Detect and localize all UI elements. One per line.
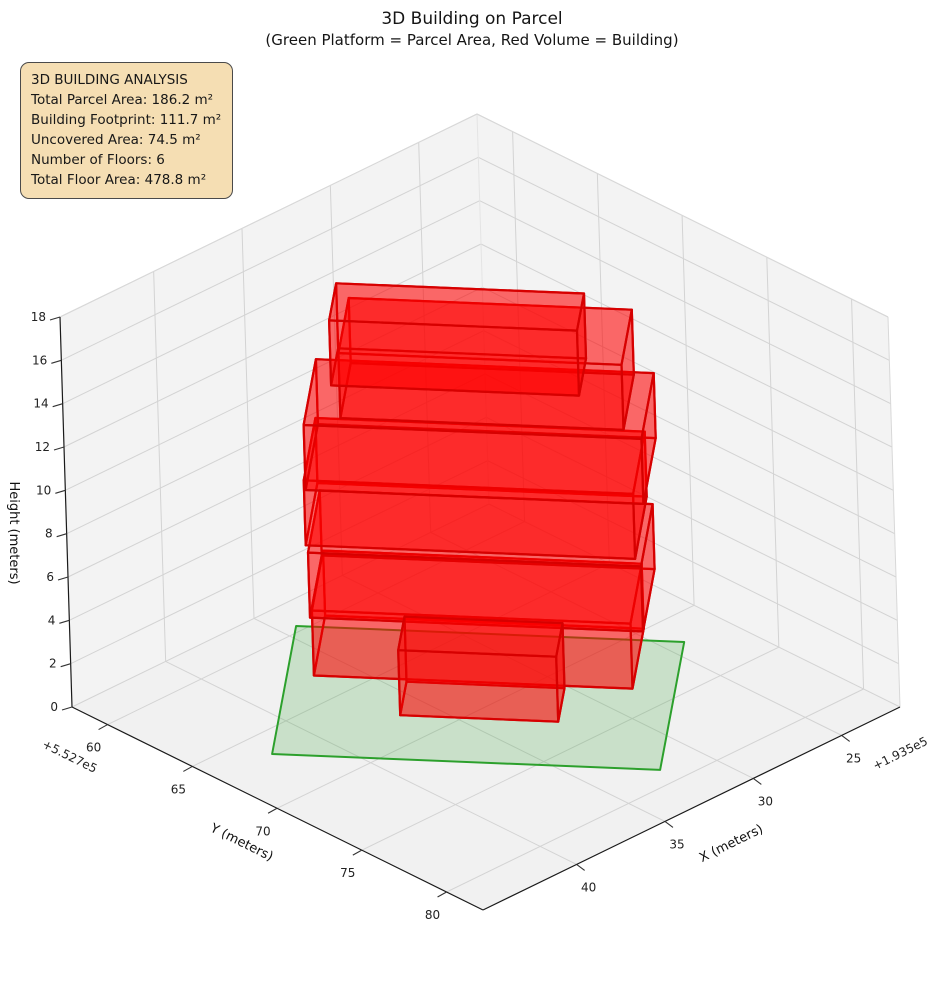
y-tick	[183, 765, 193, 772]
z-tick	[55, 489, 66, 494]
x-tick	[664, 820, 674, 828]
x-tick	[841, 734, 851, 742]
info-box-total-floor-area: Total Floor Area: 478.8 m²	[31, 172, 207, 188]
z-tick-label: 18	[31, 310, 46, 324]
z-tick	[52, 403, 63, 408]
building-floor-1-annex	[397, 615, 566, 723]
z-tick	[53, 446, 65, 451]
z-tick	[59, 619, 70, 624]
z-axis-label: Height (meters)	[6, 481, 21, 584]
z-tick-label: 6	[46, 570, 54, 584]
info-box-footprint: Building Footprint: 111.7 m²	[31, 112, 222, 128]
parcel-platform	[271, 625, 686, 771]
z-tick-label: 12	[35, 440, 50, 454]
y-tick	[267, 807, 278, 814]
y-tick-label: 80	[425, 908, 440, 922]
y-tick	[352, 849, 363, 856]
pane-edges	[59, 113, 901, 708]
building-volume	[302, 282, 657, 723]
z-tick	[60, 663, 71, 668]
info-box-parcel-area: Total Parcel Area: 186.2 m²	[31, 92, 214, 108]
y-tick-label: 70	[255, 824, 270, 838]
building-face	[306, 489, 654, 568]
info-box-title: 3D BUILDING ANALYSIS	[31, 72, 188, 88]
y-tick-label: 65	[171, 782, 186, 796]
chart-title: 3D Building on Parcel	[381, 9, 563, 29]
building-floor-6	[328, 282, 588, 397]
z-tick	[49, 316, 61, 321]
y-tick	[437, 891, 447, 898]
building-floor-1	[310, 549, 645, 690]
z-tick-label: 4	[48, 613, 56, 627]
z-tick-label: 16	[32, 353, 47, 367]
info-box-uncovered-area: Uncovered Area: 74.5 m²	[31, 132, 201, 148]
x-tick-label: 30	[758, 794, 773, 808]
z-tick-label: 2	[49, 657, 57, 671]
title-block: 3D Building on Parcel (Green Platform = …	[0, 8, 944, 51]
building-face	[328, 282, 586, 332]
z-tick	[61, 706, 73, 711]
z-tick	[56, 533, 67, 538]
x-axis-label: X (meters)	[697, 822, 766, 866]
building-face	[302, 358, 655, 440]
building-floor-4	[302, 358, 657, 505]
axis-spines	[59, 316, 901, 911]
z-tick-label: 14	[33, 397, 48, 411]
z-tick-label: 8	[45, 527, 53, 541]
x-tick-label: 25	[846, 751, 861, 765]
y-tick-label: 60	[86, 741, 101, 755]
z-axis-line	[59, 316, 73, 708]
building-face	[337, 296, 633, 366]
z-tick	[51, 359, 62, 364]
building-face	[397, 649, 560, 723]
building-face	[397, 615, 564, 658]
y-tick	[98, 724, 108, 731]
y-axis-line	[71, 706, 484, 911]
x-axis-line	[482, 706, 901, 911]
z-tick-label: 0	[50, 700, 58, 714]
building-face	[328, 319, 581, 397]
x-tick	[576, 863, 585, 871]
analysis-info-box: 3D BUILDING ANALYSIS Total Parcel Area: …	[20, 62, 234, 199]
chart-subtitle: (Green Platform = Parcel Area, Red Volum…	[265, 31, 679, 49]
x-axis-offset-text: +1.935e5	[870, 734, 929, 773]
y-tick-label: 75	[340, 866, 355, 880]
info-box-num-floors: Number of Floors: 6	[31, 152, 165, 168]
z-tick-label: 10	[36, 483, 51, 497]
x-tick-label: 35	[669, 837, 684, 851]
x-tick	[753, 777, 762, 785]
z-tick	[57, 576, 69, 581]
pane-left-wall	[60, 114, 489, 707]
building-face	[302, 416, 646, 495]
x-tick-label: 40	[581, 880, 596, 894]
